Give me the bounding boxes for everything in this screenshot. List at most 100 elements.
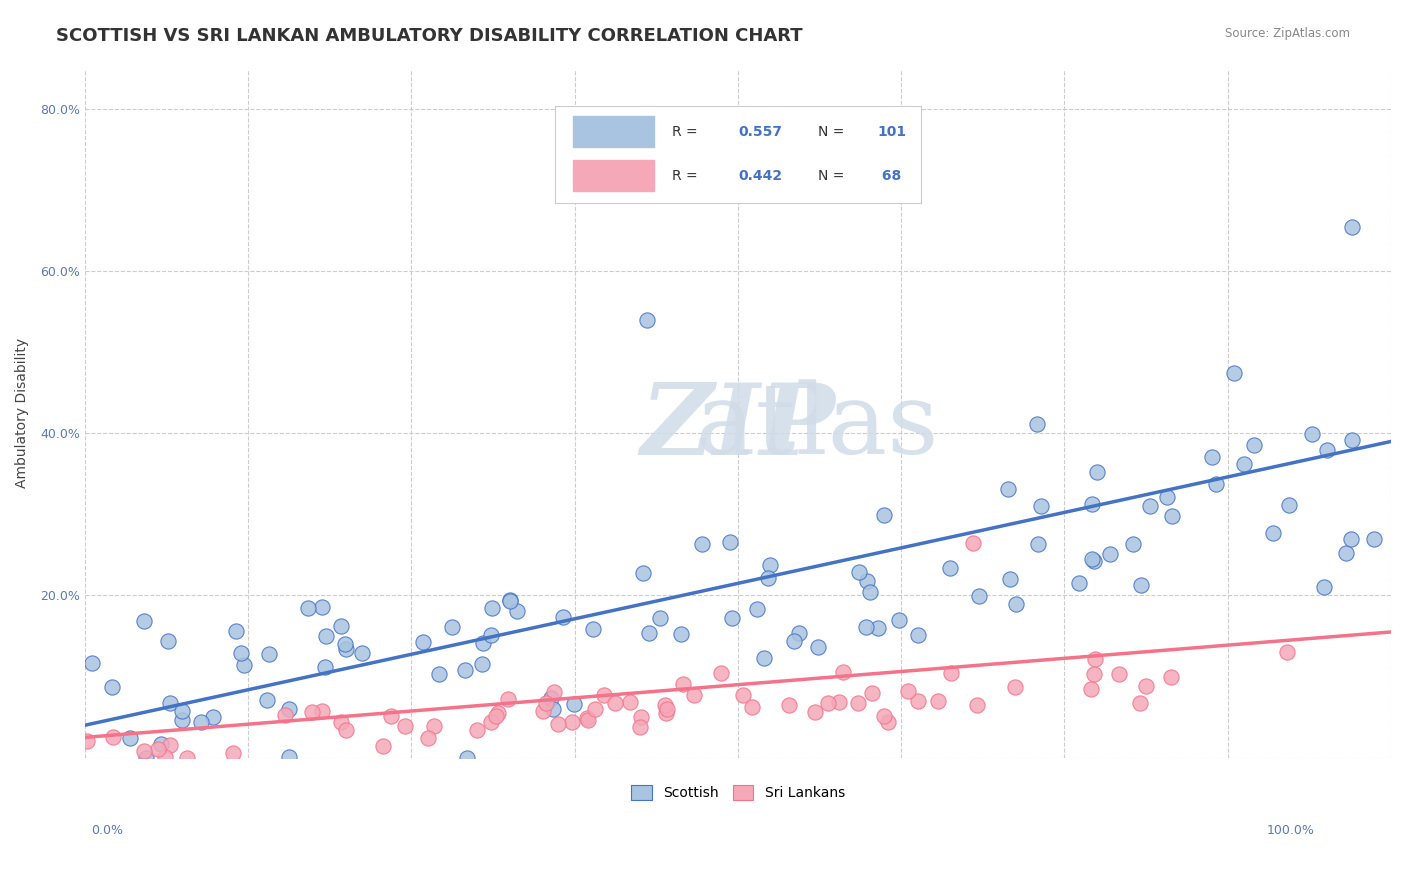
Sri Lankans: [329, 715, 352, 730]
Scottish: [648, 610, 671, 624]
Scottish: [848, 566, 870, 580]
Scottish: [998, 572, 1021, 586]
Scottish: [856, 574, 879, 588]
Sri Lankans: [939, 665, 962, 680]
Sri Lankans: [1083, 667, 1105, 681]
Sri Lankans: [630, 710, 652, 724]
Text: SCOTTISH VS SRI LANKAN AMBULATORY DISABILITY CORRELATION CHART: SCOTTISH VS SRI LANKAN AMBULATORY DISABI…: [56, 27, 803, 45]
Sri Lankans: [828, 695, 851, 709]
Scottish: [159, 697, 181, 711]
Scottish: [562, 697, 585, 711]
Scottish: [440, 619, 463, 633]
Scottish: [1029, 499, 1052, 513]
Sri Lankans: [1084, 652, 1107, 666]
Sri Lankans: [583, 702, 606, 716]
Scottish: [718, 534, 741, 549]
Scottish: [1081, 497, 1104, 511]
Scottish: [636, 313, 658, 327]
Scottish: [506, 604, 529, 618]
Sri Lankans: [575, 711, 598, 725]
Sri Lankans: [380, 709, 402, 723]
Sri Lankans: [146, 741, 169, 756]
Scottish: [907, 627, 929, 641]
Sri Lankans: [907, 694, 929, 708]
Sri Lankans: [628, 720, 651, 734]
Sri Lankans: [619, 695, 641, 709]
Sri Lankans: [1108, 666, 1130, 681]
Scottish: [1243, 438, 1265, 452]
Sri Lankans: [543, 685, 565, 699]
Scottish: [231, 646, 253, 660]
Scottish: [412, 634, 434, 648]
Scottish: [225, 624, 247, 638]
Scottish: [471, 636, 494, 650]
Sri Lankans: [846, 696, 869, 710]
Sri Lankans: [479, 714, 502, 729]
Sri Lankans: [872, 708, 894, 723]
Scottish: [257, 647, 280, 661]
Scottish: [1278, 498, 1301, 512]
Scottish: [471, 657, 494, 671]
Scottish: [352, 646, 374, 660]
Text: ZIP: ZIP: [641, 378, 835, 475]
Sri Lankans: [877, 715, 900, 730]
Sri Lankans: [683, 688, 706, 702]
Sri Lankans: [101, 730, 124, 744]
Legend: Scottish, Sri Lankans: Scottish, Sri Lankans: [626, 780, 851, 805]
Scottish: [277, 750, 299, 764]
Scottish: [172, 713, 194, 727]
Scottish: [756, 571, 779, 585]
Scottish: [1161, 509, 1184, 524]
Sri Lankans: [547, 716, 569, 731]
Scottish: [297, 600, 319, 615]
Sri Lankans: [311, 705, 333, 719]
Scottish: [499, 592, 522, 607]
Sri Lankans: [832, 665, 855, 679]
Scottish: [967, 589, 990, 603]
Scottish: [1261, 526, 1284, 541]
Sri Lankans: [176, 750, 198, 764]
Scottish: [427, 667, 450, 681]
Scottish: [720, 611, 742, 625]
Sri Lankans: [496, 691, 519, 706]
Scottish: [1301, 427, 1323, 442]
Sri Lankans: [655, 706, 678, 720]
Text: Source: ZipAtlas.com: Source: ZipAtlas.com: [1225, 27, 1350, 40]
Scottish: [1026, 417, 1049, 432]
Scottish: [633, 566, 655, 580]
Scottish: [479, 628, 502, 642]
Sri Lankans: [159, 738, 181, 752]
Scottish: [82, 656, 104, 670]
Sri Lankans: [803, 705, 825, 719]
Scottish: [118, 731, 141, 746]
Scottish: [873, 508, 896, 522]
Sri Lankans: [862, 686, 884, 700]
Scottish: [1083, 554, 1105, 568]
Scottish: [1122, 537, 1144, 551]
Scottish: [541, 702, 564, 716]
Y-axis label: Ambulatory Disability: Ambulatory Disability: [15, 338, 30, 488]
Sri Lankans: [672, 677, 695, 691]
Sri Lankans: [1135, 679, 1157, 693]
Scottish: [1233, 457, 1256, 471]
Sri Lankans: [1160, 669, 1182, 683]
Sri Lankans: [465, 723, 488, 737]
Scottish: [333, 637, 356, 651]
Sri Lankans: [576, 713, 599, 727]
Scottish: [540, 691, 562, 706]
Sri Lankans: [817, 696, 839, 710]
Scottish: [1067, 576, 1090, 591]
Sri Lankans: [1129, 696, 1152, 710]
Scottish: [233, 658, 256, 673]
Sri Lankans: [76, 734, 98, 748]
Scottish: [1026, 536, 1049, 550]
Sri Lankans: [335, 723, 357, 737]
Scottish: [581, 622, 603, 636]
Scottish: [787, 625, 810, 640]
Sri Lankans: [655, 702, 678, 716]
Scottish: [859, 585, 882, 599]
Sri Lankans: [593, 688, 616, 702]
Scottish: [1316, 442, 1339, 457]
Sri Lankans: [485, 709, 508, 723]
Scottish: [1334, 546, 1357, 560]
